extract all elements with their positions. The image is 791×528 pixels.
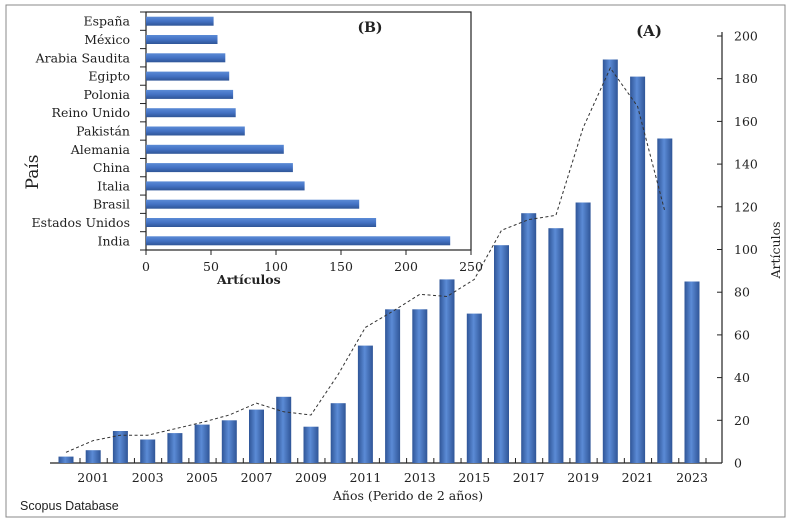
panel-a-x-tick-label: 2001 bbox=[77, 470, 109, 485]
panel-b-bar-4 bbox=[146, 89, 234, 99]
panel-a-bar-2000 bbox=[58, 456, 74, 463]
panel-a-x-axis-label: Años (Perido de 2 años) bbox=[332, 488, 483, 503]
panel-a-x-tick-label: 2005 bbox=[186, 470, 218, 485]
panel-b-x-tick-label: 50 bbox=[203, 259, 219, 274]
panel-b-category-label: Arabia Saudita bbox=[35, 50, 131, 65]
panel-a-y-tick-label: 120 bbox=[734, 199, 758, 214]
panel-b-category-label: Polonia bbox=[84, 87, 131, 102]
panel-b-y-axis-label: País bbox=[23, 155, 43, 190]
panel-a-bar-2011 bbox=[357, 345, 373, 463]
panel-b-x-tick-label: 250 bbox=[459, 259, 483, 274]
panel-a-y-axis-label: Artículos bbox=[768, 221, 783, 279]
panel-a-bar-2007 bbox=[249, 409, 264, 463]
panel-a-y-tick-label: 20 bbox=[734, 413, 750, 428]
panel-a-bar-2010 bbox=[330, 403, 346, 463]
panel-a-bar-2012 bbox=[385, 309, 401, 463]
panel-b-category-label: India bbox=[98, 233, 131, 248]
panel-b-x-tick-label: 100 bbox=[264, 259, 288, 274]
panel-b-x-tick-label: 0 bbox=[142, 259, 150, 274]
panel-a-y-tick-label: 40 bbox=[734, 370, 750, 385]
panel-b-category-label: Alemania bbox=[70, 142, 131, 157]
panel-a-bar-2001 bbox=[85, 450, 101, 463]
panel-a-x-tick-label: 2011 bbox=[349, 470, 381, 485]
panel-b-x-axis-label: Artículos bbox=[216, 272, 281, 287]
panel-a-label: (A) bbox=[636, 22, 662, 40]
panel-b-label: (B) bbox=[357, 20, 382, 36]
panel-b-bar-9 bbox=[146, 181, 305, 191]
panel-a-bar-2008 bbox=[276, 396, 292, 463]
panel-b-bar-12 bbox=[146, 236, 451, 246]
panel-a-x-tick-label: 2009 bbox=[295, 470, 327, 485]
panel-b-category-label: México bbox=[84, 32, 130, 47]
panel-a-bar-2016 bbox=[494, 245, 509, 463]
panel-a-x-tick-label: 2003 bbox=[132, 470, 164, 485]
panel-a-x-tick-label: 2015 bbox=[458, 470, 490, 485]
panel-a-y-tick-label: 100 bbox=[734, 242, 758, 257]
panel-a-bar-2020 bbox=[602, 59, 618, 463]
panel-a-trendline bbox=[65, 67, 666, 453]
panel-a-bar-2013 bbox=[412, 309, 428, 463]
panel-a-bar-2017 bbox=[521, 213, 537, 463]
panel-a-bar-2015 bbox=[466, 313, 482, 463]
panel-a-bar-2006 bbox=[221, 420, 237, 463]
panel-a-bar-2009 bbox=[303, 426, 319, 463]
panel-a-bar-2014 bbox=[439, 279, 455, 463]
panel-a-bar-2023 bbox=[684, 281, 700, 463]
panel-a-y-tick-label: 60 bbox=[734, 327, 750, 342]
panel-a-x-tick-label: 2013 bbox=[404, 470, 436, 485]
panel-b-category-label: España bbox=[84, 14, 131, 29]
panel-b-bar-0 bbox=[146, 16, 214, 26]
panel-b-chart: España México Arabia Saudita Egipto Polonia R… bbox=[23, 11, 483, 287]
panel-b-bar-7 bbox=[146, 144, 284, 154]
panel-b-bar-11 bbox=[146, 218, 377, 227]
panel-b-x-tick-label: 150 bbox=[329, 259, 353, 274]
panel-b-category-label: China bbox=[93, 160, 131, 175]
panel-b-bar-10 bbox=[146, 199, 360, 209]
panel-a-bar-2005 bbox=[194, 424, 210, 463]
panel-b-x-tick-label: 200 bbox=[394, 259, 418, 274]
panel-a-bar-2019 bbox=[575, 202, 591, 463]
panel-b-category-label: Italia bbox=[97, 178, 130, 193]
panel-b-bar-6 bbox=[146, 126, 245, 136]
panel-a-bar-2021 bbox=[630, 76, 646, 463]
panel-a-y-tick-label: 160 bbox=[734, 114, 758, 129]
panel-a-bar-2022 bbox=[657, 138, 673, 463]
panel-b-bar-1 bbox=[146, 35, 218, 44]
source-note: Scopus Database bbox=[20, 499, 119, 513]
panel-b-bar-5 bbox=[146, 108, 236, 118]
panel-a-x-tick-label: 2017 bbox=[513, 470, 545, 485]
panel-a-y-tick-label: 180 bbox=[734, 71, 758, 86]
panel-a-x-tick-label: 2007 bbox=[241, 470, 273, 485]
panel-a-bar-2002 bbox=[112, 431, 128, 463]
panel-b-category-label: Reino Unido bbox=[52, 105, 130, 120]
figure-frame bbox=[5, 4, 786, 518]
panel-b-category-label: Egipto bbox=[88, 69, 130, 84]
panel-a-x-tick-label: 2019 bbox=[567, 470, 599, 485]
panel-b-bar-8 bbox=[146, 163, 293, 173]
panel-a-y-tick-label: 0 bbox=[734, 456, 742, 471]
panel-a-bar-2018 bbox=[548, 228, 564, 463]
panel-b-bar-3 bbox=[146, 71, 230, 81]
panel-a-bar-2003 bbox=[140, 439, 156, 463]
panel-a-y-tick-label: 200 bbox=[734, 29, 758, 44]
panel-b-category-label: Brasil bbox=[93, 197, 130, 212]
panel-b-category-label: Pakistán bbox=[76, 124, 130, 139]
panel-a-x-tick-label: 2021 bbox=[622, 470, 654, 485]
panel-a-bar-2004 bbox=[167, 433, 183, 463]
panel-b-category-label: Estados Unidos bbox=[32, 215, 130, 230]
panel-a-y-tick-label: 140 bbox=[734, 157, 758, 172]
panel-a-y-tick-label: 80 bbox=[734, 285, 750, 300]
panel-a-x-tick-label: 2023 bbox=[676, 470, 708, 485]
panel-b-bar-2 bbox=[146, 53, 226, 63]
